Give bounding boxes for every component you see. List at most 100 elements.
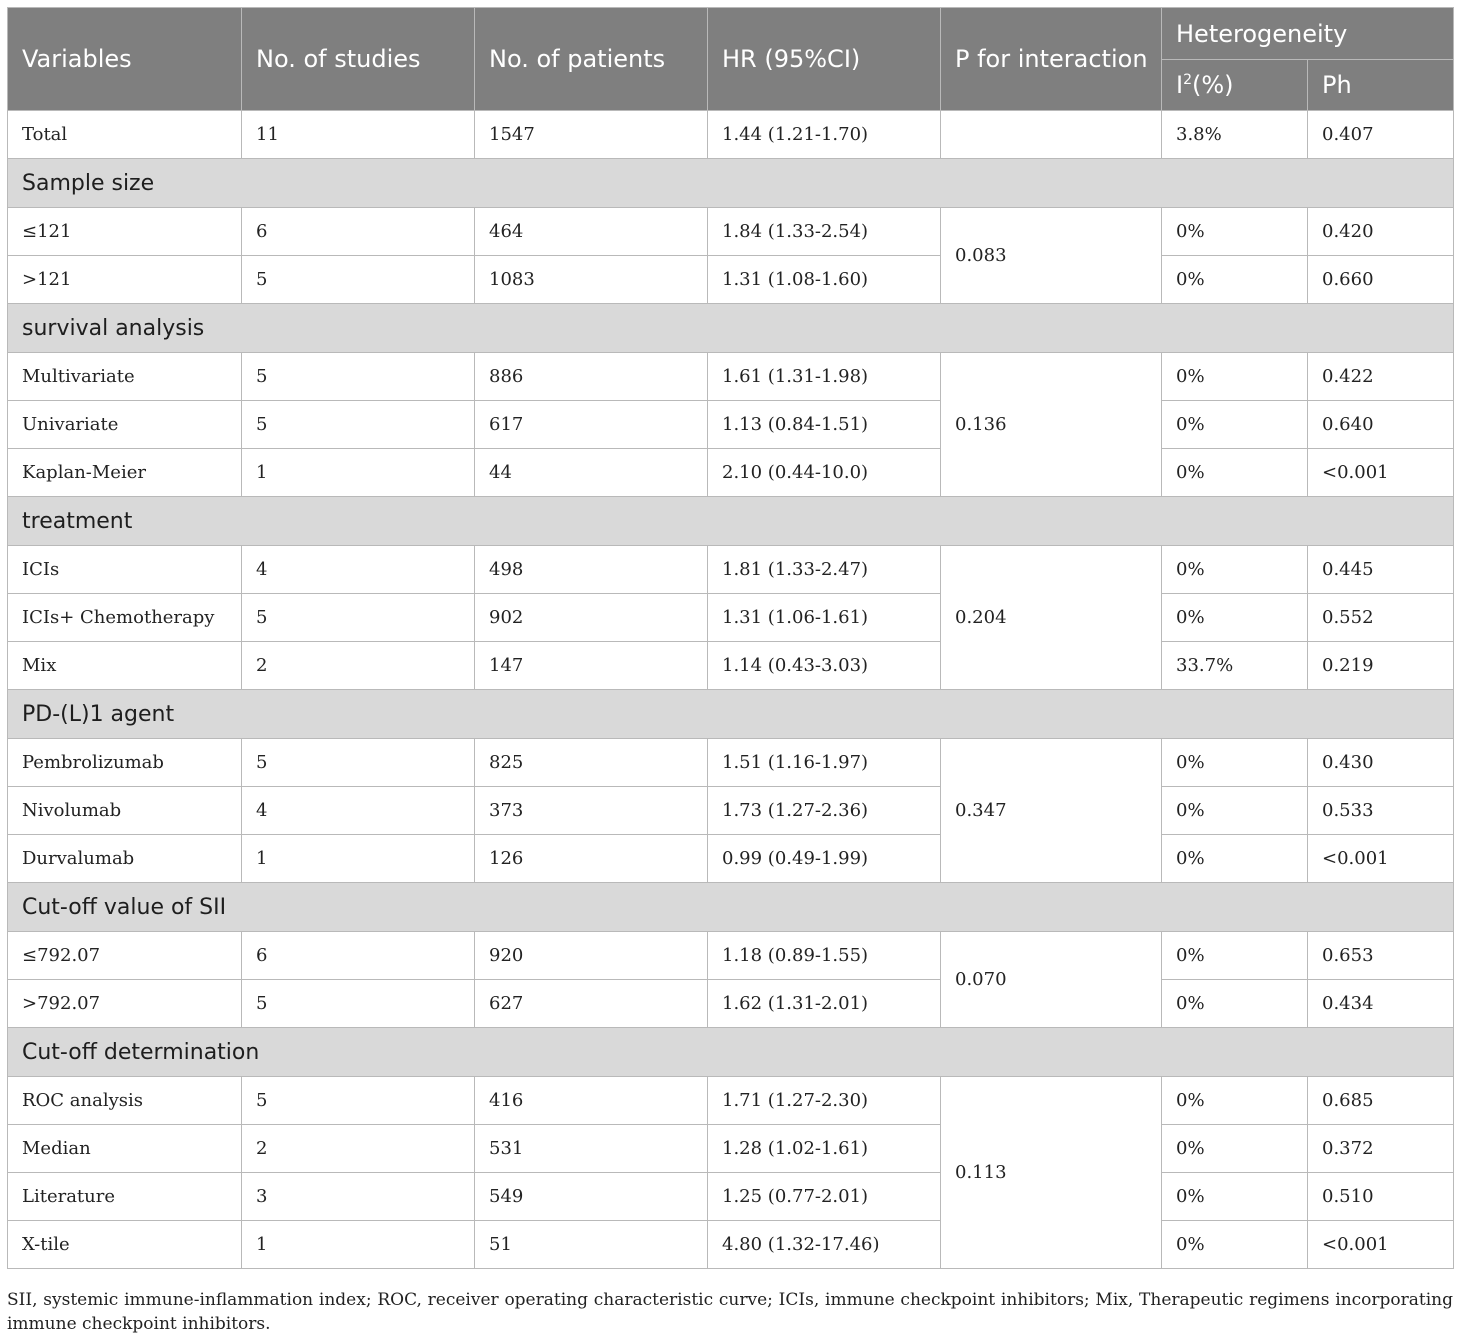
i2-suffix: (%) [1192, 71, 1234, 99]
table-row: Mix 2 147 1.14 (0.43-3.03) 33.7% 0.219 [7, 641, 1454, 690]
cell-hr: 1.84 (1.33-2.54) [707, 207, 941, 256]
table-row: Univariate 5 617 1.13 (0.84-1.51) 0% 0.640 [7, 400, 1454, 449]
cell-hr: 1.18 (0.89-1.55) [707, 931, 941, 980]
table-row: >121 5 1083 1.31 (1.08-1.60) 0% 0.660 [7, 255, 1454, 304]
header-variables: Variables [7, 7, 242, 111]
cell-patients: 373 [474, 786, 708, 835]
i2-superscript: 2 [1183, 72, 1192, 88]
cell-label: >792.07 [7, 979, 242, 1028]
cell-studies: 4 [241, 786, 475, 835]
cell-hr: 1.81 (1.33-2.47) [707, 545, 941, 594]
subgroup-analysis-table: Variables No. of studies No. of patients… [7, 7, 1454, 1269]
group-header-row: Sample size [7, 158, 1454, 208]
cell-ph: <0.001 [1307, 834, 1454, 883]
cell-studies: 5 [241, 738, 475, 787]
cell-label: Kaplan-Meier [7, 448, 242, 497]
cell-hr: 1.14 (0.43-3.03) [707, 641, 941, 690]
cell-ph: 0.407 [1307, 110, 1454, 159]
cell-studies: 11 [241, 110, 475, 159]
table-footnote: SII, systemic immune-inflammation index;… [7, 1290, 1453, 1334]
cell-patients: 902 [474, 593, 708, 642]
cell-label: ICIs [7, 545, 242, 594]
header-i2: I2(%) [1161, 59, 1308, 111]
cell-hr: 2.10 (0.44-10.0) [707, 448, 941, 497]
cell-p-interaction [940, 110, 1162, 159]
cell-ph: 0.533 [1307, 786, 1454, 835]
cell-patients: 464 [474, 207, 708, 256]
cell-studies: 5 [241, 1076, 475, 1125]
cell-i2: 0% [1161, 593, 1308, 642]
cell-label: Pembrolizumab [7, 738, 242, 787]
cell-p-interaction: 0.070 [940, 931, 1162, 1028]
cell-hr: 1.13 (0.84-1.51) [707, 400, 941, 449]
cell-label: ROC analysis [7, 1076, 242, 1125]
cell-label: Durvalumab [7, 834, 242, 883]
table-row: Literature 3 549 1.25 (0.77-2.01) 0% 0.510 [7, 1172, 1454, 1221]
cell-patients: 886 [474, 352, 708, 401]
cell-studies: 5 [241, 255, 475, 304]
cell-ph: 0.445 [1307, 545, 1454, 594]
cell-studies: 2 [241, 641, 475, 690]
group-title: Cut-off value of SII [7, 882, 1454, 932]
table-row: ≤792.07 6 920 1.18 (0.89-1.55) 0.070 0% 0.653 [7, 931, 1454, 1028]
cell-patients: 825 [474, 738, 708, 787]
cell-i2: 0% [1161, 931, 1308, 980]
cell-p-interaction: 0.083 [940, 207, 1162, 304]
cell-ph: <0.001 [1307, 448, 1454, 497]
cell-i2: 0% [1161, 1172, 1308, 1221]
cell-label: Total [7, 110, 242, 159]
cell-hr: 1.31 (1.06-1.61) [707, 593, 941, 642]
table-row: ICIs 4 498 1.81 (1.33-2.47) 0.204 0% 0.445 [7, 545, 1454, 690]
cell-patients: 920 [474, 931, 708, 980]
cell-hr: 1.73 (1.27-2.36) [707, 786, 941, 835]
table-row: Median 2 531 1.28 (1.02-1.61) 0% 0.372 [7, 1124, 1454, 1173]
cell-i2: 0% [1161, 979, 1308, 1028]
cell-patients: 549 [474, 1172, 708, 1221]
cell-ph: 0.434 [1307, 979, 1454, 1028]
cell-hr: 1.62 (1.31-2.01) [707, 979, 941, 1028]
cell-studies: 5 [241, 400, 475, 449]
header-num-patients: No. of patients [474, 7, 708, 111]
cell-hr: 1.61 (1.31-1.98) [707, 352, 941, 401]
cell-patients: 617 [474, 400, 708, 449]
cell-label: X-tile [7, 1220, 242, 1269]
cell-label: Median [7, 1124, 242, 1173]
cell-patients: 147 [474, 641, 708, 690]
cell-label: Nivolumab [7, 786, 242, 835]
cell-hr: 1.25 (0.77-2.01) [707, 1172, 941, 1221]
group-header-row: PD-(L)1 agent [7, 689, 1454, 739]
cell-studies: 1 [241, 834, 475, 883]
cell-i2: 0% [1161, 1076, 1308, 1125]
cell-studies: 6 [241, 207, 475, 256]
cell-i2: 0% [1161, 1220, 1308, 1269]
cell-hr: 4.80 (1.32-17.46) [707, 1220, 941, 1269]
cell-patients: 1083 [474, 255, 708, 304]
cell-studies: 2 [241, 1124, 475, 1173]
cell-i2: 0% [1161, 545, 1308, 594]
cell-i2: 0% [1161, 448, 1308, 497]
cell-label: ≤121 [7, 207, 242, 256]
table-row: ICIs+ Chemotherapy 5 902 1.31 (1.06-1.61) 0%… [7, 593, 1454, 642]
header-p-interaction: P for interaction [940, 7, 1162, 111]
cell-i2: 0% [1161, 400, 1308, 449]
cell-label: Multivariate [7, 352, 242, 401]
cell-hr: 0.99 (0.49-1.99) [707, 834, 941, 883]
cell-ph: 0.422 [1307, 352, 1454, 401]
cell-studies: 5 [241, 352, 475, 401]
cell-studies: 5 [241, 593, 475, 642]
cell-patients: 416 [474, 1076, 708, 1125]
cell-hr: 1.31 (1.08-1.60) [707, 255, 941, 304]
cell-patients: 531 [474, 1124, 708, 1173]
table-header: Variables No. of studies No. of patients… [7, 7, 1454, 111]
cell-label: Univariate [7, 400, 242, 449]
group-title: Sample size [7, 158, 1454, 208]
group-title: survival analysis [7, 303, 1454, 353]
cell-patients: 51 [474, 1220, 708, 1269]
cell-i2: 0% [1161, 352, 1308, 401]
cell-label: >121 [7, 255, 242, 304]
cell-ph: 0.685 [1307, 1076, 1454, 1125]
cell-i2: 0% [1161, 255, 1308, 304]
cell-ph: 0.420 [1307, 207, 1454, 256]
cell-studies: 1 [241, 1220, 475, 1269]
cell-hr: 1.44 (1.21-1.70) [707, 110, 941, 159]
